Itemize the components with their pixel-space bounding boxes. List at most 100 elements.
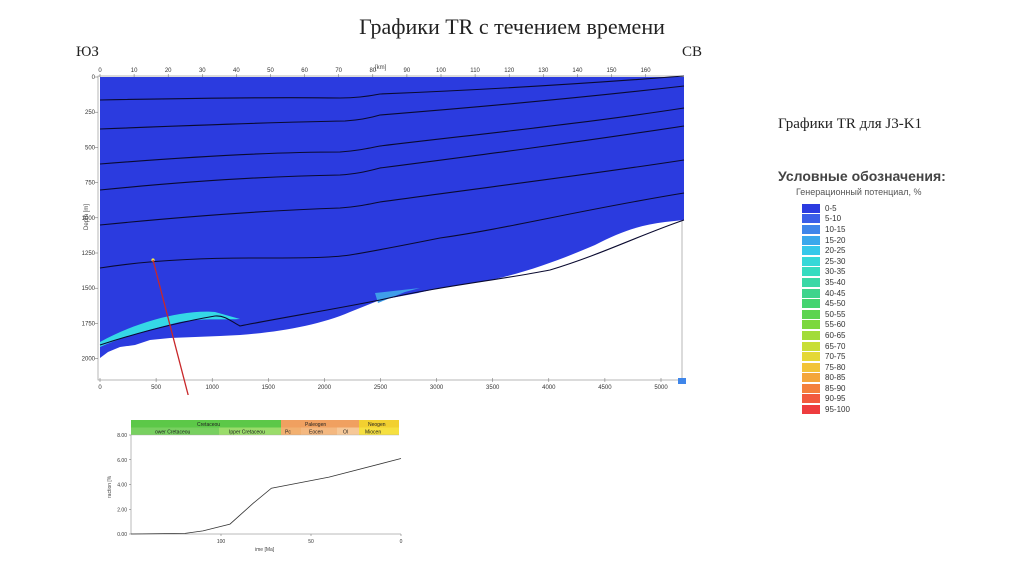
epoch-label-oligocene: Ol	[343, 430, 348, 436]
epoch-label-miocene: Miocen	[365, 430, 381, 436]
bottom-axis-tick-label: 0	[98, 385, 102, 391]
depth-axis-tick-label: 0	[92, 75, 96, 81]
cross-section-diagram: 0 10 20 30 40 50 60 70 80 90 100 110 120 130 140 150 160…	[80, 60, 688, 395]
horizon-lines	[99, 75, 685, 346]
legend-item: 0-5	[802, 203, 978, 214]
depth-axis: 0 250 500 750 1000 1250 1500 1750 2000	[82, 75, 98, 363]
legend-swatch	[802, 256, 820, 266]
legend-item: 80-85	[802, 373, 978, 384]
epoch-band-upper-cretaceous	[219, 427, 281, 435]
legend-label: 60-65	[825, 330, 846, 340]
legend-label: 0-5	[825, 203, 837, 213]
legend-swatch	[802, 309, 820, 319]
period-band-cretaceous	[131, 420, 281, 428]
tr-y-axis-tick-label: 0.00	[117, 532, 127, 538]
period-label-paleogene: Paleogen	[305, 422, 326, 428]
j3-k1-title: Графики TR для J3-K1	[778, 116, 923, 132]
epoch-label-upper-cretaceous: Ipper Cretaceou	[229, 430, 265, 436]
legend-item: 15-20	[802, 235, 978, 246]
depth-axis-tick-label: 500	[85, 145, 96, 151]
tr-x-axis-tick-label: 50	[308, 539, 314, 545]
scroll-handle	[678, 378, 686, 384]
legend-label: 30-35	[825, 267, 846, 277]
epoch-band-paleocene	[281, 427, 301, 435]
legend-item: 35-40	[802, 277, 978, 288]
legend-item: 45-50	[802, 298, 978, 309]
epoch-band-oligocene	[337, 427, 359, 435]
legend: Условные обозначения: Генерационный поте…	[778, 168, 978, 415]
top-axis: 0 10 20 30 40 50 60 70 80 90 100 110 120 130 140 150 160	[98, 68, 651, 77]
legend-label: 70-75	[825, 352, 846, 362]
tr-series-line	[130, 458, 402, 535]
bottom-axis-tick-label: 3500	[486, 385, 500, 391]
top-axis-tick-label: 80	[369, 68, 376, 74]
tr-x-axis-tick-label: 0	[400, 539, 403, 545]
legend-item: 90-95	[802, 394, 978, 405]
bottom-axis-tick-label: 2500	[374, 385, 388, 391]
top-axis-tick-label: 120	[504, 68, 515, 74]
legend-items: 0-5 5-10 10-15 15-20 20-25 25-30 30-35 35-40 40-…	[778, 203, 978, 415]
legend-swatch	[802, 288, 820, 298]
southwest-label: ЮЗ	[76, 44, 99, 60]
tr-chart-background	[105, 418, 407, 558]
depth-axis-tick-label: 1250	[82, 251, 96, 257]
legend-item: 95-100	[802, 404, 978, 415]
period-band-neogene	[359, 420, 399, 428]
legend-label: 55-60	[825, 320, 846, 330]
top-axis-tick-label: 110	[470, 68, 480, 74]
bottom-axis-tick-label: 5000	[654, 385, 668, 391]
legend-swatch	[802, 224, 820, 234]
legend-label: 20-25	[825, 246, 846, 256]
depth-axis-tick-label: 750	[85, 181, 96, 187]
legend-label: 50-55	[825, 309, 846, 319]
legend-subtitle: Генерационный потенциал, %	[796, 187, 922, 197]
legend-item: 30-35	[802, 267, 978, 278]
bottom-axis-tick-label: 3000	[430, 385, 444, 391]
tr-x-axis: 100 50 0	[217, 534, 403, 545]
top-axis-tick-label: 150	[606, 68, 617, 74]
period-label-neogene: Neogen	[368, 422, 386, 428]
legend-label: 25-30	[825, 256, 846, 266]
legend-item: 25-30	[802, 256, 978, 267]
bottom-axis-tick-label: 2000	[318, 385, 332, 391]
legend-label: 95-100	[825, 405, 850, 415]
legend-swatch	[802, 214, 820, 224]
top-axis-tick-label: 60	[301, 68, 308, 74]
mature-lens-center	[375, 288, 420, 303]
top-axis-tick-label: 100	[436, 68, 447, 74]
bottom-axis-tick-label: 1500	[262, 385, 276, 391]
epoch-band-eocene	[301, 427, 337, 435]
legend-label: 45-50	[825, 299, 846, 309]
legend-swatch	[802, 394, 820, 404]
legend-swatch	[802, 277, 820, 287]
legend-label: 15-20	[825, 235, 846, 245]
legend-swatch	[802, 299, 820, 309]
legend-swatch	[802, 203, 820, 213]
depth-axis-tick-label: 1750	[82, 321, 96, 327]
legend-label: 75-80	[825, 362, 846, 372]
depth-axis-tick-label: 1500	[82, 286, 96, 292]
slide-title: Графики TR с течением времени	[359, 14, 665, 39]
bottom-axis-tick-label: 1000	[206, 385, 220, 391]
legend-label: 35-40	[825, 277, 846, 287]
top-axis-tick-label: 0	[98, 68, 102, 74]
top-axis-tick-label: 90	[404, 68, 411, 74]
legend-swatch	[802, 246, 820, 256]
top-axis-tick-label: 140	[572, 68, 583, 74]
legend-item: 55-60	[802, 320, 978, 331]
tr-y-axis-label: raction [%	[107, 475, 113, 498]
legend-item: 40-45	[802, 288, 978, 299]
legend-swatch	[802, 383, 820, 393]
tr-x-axis-tick-label: 100	[217, 539, 226, 545]
depth-axis-tick-label: 2000	[82, 357, 96, 363]
top-axis-tick-label: 160	[641, 68, 652, 74]
tr-x-axis-label: ime [Ma]	[255, 547, 275, 553]
legend-swatch	[802, 405, 820, 415]
legend-swatch	[802, 267, 820, 277]
top-axis-tick-label: 20	[165, 68, 172, 74]
epoch-band-lower-cretaceous	[131, 427, 219, 435]
legend-label: 80-85	[825, 373, 846, 383]
legend-label: 5-10	[825, 214, 842, 224]
tr-chart: Cretaceou Paleogen Neogen ower Cretaceou…	[105, 418, 407, 558]
legend-label: 85-90	[825, 383, 846, 393]
